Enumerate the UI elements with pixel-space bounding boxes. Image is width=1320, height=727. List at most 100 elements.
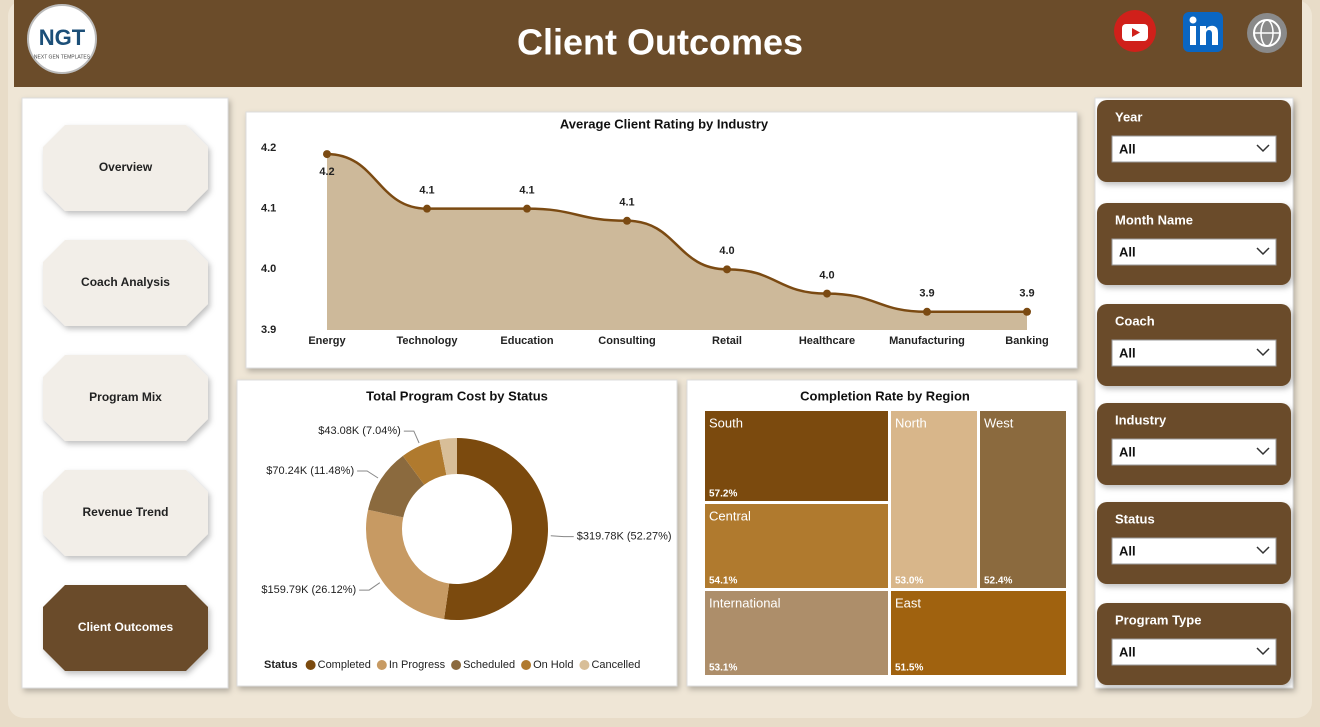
youtube-icon[interactable] bbox=[1114, 10, 1156, 52]
treemap-tile bbox=[889, 589, 1068, 677]
chart-panel bbox=[236, 379, 678, 687]
dropdown-box bbox=[1111, 537, 1277, 565]
data-label: 53.1% bbox=[709, 663, 737, 674]
data-label: 3.9 bbox=[919, 288, 934, 300]
dropdown-value: All bbox=[1119, 244, 1136, 259]
chart-title: Total Program Cost by Status bbox=[366, 388, 548, 403]
nav-button-shape bbox=[43, 585, 208, 671]
legend-label: Cancelled bbox=[591, 659, 640, 671]
data-point bbox=[923, 307, 931, 316]
nav-button-shape bbox=[43, 240, 208, 326]
x-tick-label: Education bbox=[500, 335, 553, 347]
data-point bbox=[723, 265, 731, 274]
dropdown-value: All bbox=[1119, 543, 1136, 558]
data-point bbox=[823, 289, 831, 298]
data-label: $159.79K (26.12%) bbox=[261, 584, 356, 596]
logo-subtitle: NEXT GEN TEMPLATES bbox=[34, 54, 91, 60]
data-label: 4.0 bbox=[719, 245, 734, 257]
x-tick-label: Banking bbox=[1005, 335, 1048, 347]
legend-marker bbox=[579, 660, 590, 670]
x-tick-label: Manufacturing bbox=[889, 335, 965, 347]
filter-dropdown[interactable]: All bbox=[1111, 438, 1277, 466]
donut-slice bbox=[368, 455, 425, 518]
dropdown-box bbox=[1111, 438, 1277, 466]
legend-label: In Progress bbox=[389, 659, 446, 671]
dropdown-box bbox=[1111, 135, 1277, 163]
chart-title: Average Client Rating by Industry bbox=[560, 116, 769, 131]
tile-label: Central bbox=[709, 508, 751, 523]
nav-button-label: Coach Analysis bbox=[81, 275, 170, 289]
data-label: 4.0 bbox=[819, 270, 834, 282]
nav-button-label: Revenue Trend bbox=[82, 505, 168, 519]
logo bbox=[27, 4, 97, 74]
data-label: 52.4% bbox=[984, 576, 1012, 587]
dropdown-arrow bbox=[1256, 348, 1270, 357]
dropdown-arrow bbox=[1256, 647, 1270, 656]
filter-dropdown[interactable]: All bbox=[1111, 638, 1277, 666]
y-tick-label: 4.2 bbox=[261, 142, 276, 154]
treemap-tile bbox=[703, 409, 890, 503]
data-label: 4.2 bbox=[319, 166, 334, 178]
donut-slice bbox=[444, 438, 549, 620]
y-tick-label: 4.0 bbox=[261, 263, 276, 275]
area-fill bbox=[327, 154, 1027, 330]
filter-label: Program Type bbox=[1115, 612, 1201, 627]
data-label: 4.1 bbox=[519, 185, 534, 197]
legend-label: Completed bbox=[318, 659, 371, 671]
filter-dropdown[interactable]: All bbox=[1111, 238, 1277, 266]
treemap-tile bbox=[889, 409, 979, 590]
legend-marker bbox=[305, 660, 316, 670]
nav-button[interactable]: Client Outcomes bbox=[43, 585, 208, 671]
legend-label: Scheduled bbox=[463, 659, 515, 671]
x-tick-label: Technology bbox=[397, 335, 459, 347]
nav-button[interactable]: Coach Analysis bbox=[43, 240, 208, 326]
filter-dropdown[interactable]: All bbox=[1111, 537, 1277, 565]
nav-button-shape bbox=[43, 355, 208, 441]
nav-button[interactable]: Revenue Trend bbox=[43, 470, 208, 556]
data-point bbox=[523, 204, 531, 213]
linkedin-icon[interactable] bbox=[1183, 12, 1223, 52]
legend-marker bbox=[451, 660, 462, 670]
dropdown-value: All bbox=[1119, 444, 1136, 459]
data-label: 4.1 bbox=[419, 185, 434, 197]
dropdown-arrow bbox=[1256, 447, 1270, 456]
tile-label: International bbox=[709, 595, 781, 610]
data-label: 3.9 bbox=[1019, 288, 1034, 300]
filter-dropdown[interactable]: All bbox=[1111, 339, 1277, 367]
web-icon[interactable] bbox=[1247, 13, 1287, 53]
nav-button[interactable]: Overview bbox=[43, 125, 208, 211]
nav-button-label: Program Mix bbox=[89, 390, 162, 404]
x-tick-label: Healthcare bbox=[799, 335, 855, 347]
legend-label: On Hold bbox=[533, 659, 573, 671]
data-point bbox=[1023, 307, 1031, 316]
dropdown-value: All bbox=[1119, 141, 1136, 156]
leader-line bbox=[359, 582, 381, 591]
data-label: $43.08K (7.04%) bbox=[318, 425, 401, 437]
filter-label: Coach bbox=[1115, 313, 1155, 328]
filter-panel bbox=[1094, 97, 1294, 689]
data-point bbox=[423, 204, 431, 213]
data-label: 57.2% bbox=[709, 489, 737, 500]
y-tick-label: 4.1 bbox=[261, 203, 276, 215]
tile-label: North bbox=[895, 415, 927, 430]
nav-button-shape bbox=[43, 470, 208, 556]
donut-slice bbox=[365, 509, 450, 620]
data-label: 53.0% bbox=[895, 576, 923, 587]
filter-label: Month Name bbox=[1115, 212, 1193, 227]
legend-marker bbox=[376, 660, 387, 670]
leader-line bbox=[403, 430, 420, 444]
leader-line bbox=[357, 470, 379, 479]
filter-label: Industry bbox=[1115, 412, 1167, 427]
chart-title: Completion Rate by Region bbox=[800, 388, 970, 403]
nav-button-label: Overview bbox=[99, 160, 153, 174]
nav-button-label: Client Outcomes bbox=[78, 620, 174, 634]
nav-button[interactable]: Program Mix bbox=[43, 355, 208, 441]
dropdown-box bbox=[1111, 638, 1277, 666]
filter-label: Year bbox=[1115, 109, 1142, 124]
treemap-tile bbox=[978, 409, 1068, 590]
dropdown-arrow bbox=[1256, 546, 1270, 555]
filter-dropdown[interactable]: All bbox=[1111, 135, 1277, 163]
header-bar bbox=[14, 0, 1302, 87]
data-point bbox=[623, 216, 631, 225]
dropdown-arrow bbox=[1256, 144, 1270, 153]
